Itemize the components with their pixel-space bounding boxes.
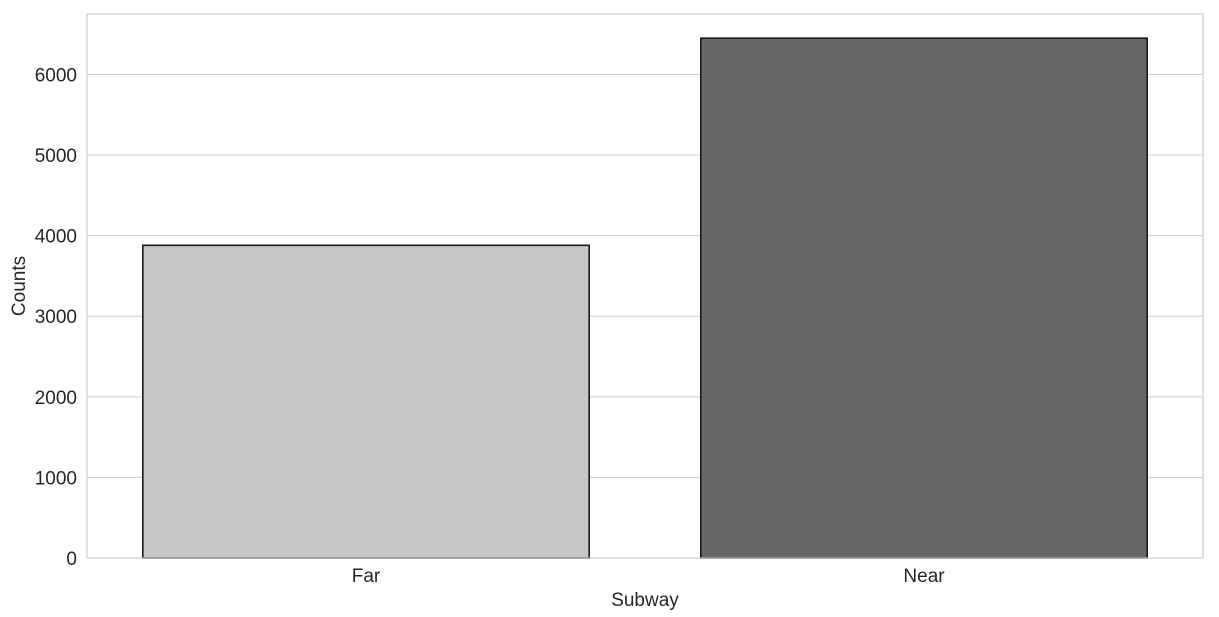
plot-frame bbox=[86, 13, 1204, 559]
x-tick-label: Far bbox=[352, 566, 381, 587]
bar-near bbox=[699, 37, 1148, 559]
y-axis-label: Counts bbox=[9, 256, 30, 316]
y-tick-labels: 0 1000 2000 3000 4000 5000 6000 bbox=[35, 65, 77, 570]
x-tick-label: Near bbox=[903, 566, 945, 587]
y-tick-label: 1000 bbox=[35, 468, 77, 489]
y-tick-label: 2000 bbox=[35, 388, 77, 409]
y-tick-label: 3000 bbox=[35, 307, 77, 328]
y-tick-label: 5000 bbox=[35, 146, 77, 167]
x-tick-labels: Far Near bbox=[352, 566, 946, 587]
y-tick-label: 0 bbox=[66, 549, 77, 570]
bars bbox=[142, 37, 1148, 559]
y-tick-label: 6000 bbox=[35, 65, 77, 86]
bar-far bbox=[142, 244, 590, 559]
x-axis-label: Subway bbox=[611, 590, 679, 611]
y-tick-label: 4000 bbox=[35, 227, 77, 248]
